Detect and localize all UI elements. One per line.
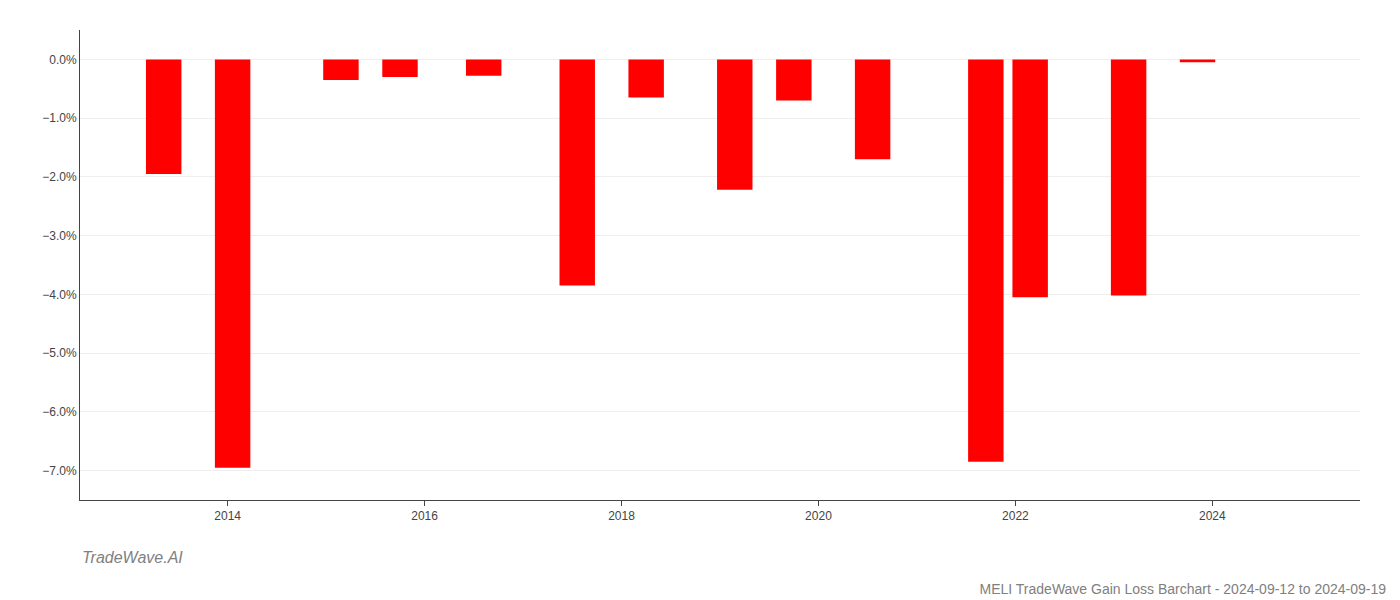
svg-text:2014: 2014 xyxy=(214,509,241,523)
svg-text:2020: 2020 xyxy=(805,509,832,523)
svg-text:−1.0%: −1.0% xyxy=(42,111,77,125)
svg-text:−6.0%: −6.0% xyxy=(42,405,77,419)
svg-text:−7.0%: −7.0% xyxy=(42,464,77,478)
svg-text:MELI TradeWave Gain Loss Barch: MELI TradeWave Gain Loss Barchart - 2024… xyxy=(980,581,1387,597)
svg-text:2022: 2022 xyxy=(1002,509,1029,523)
svg-text:2016: 2016 xyxy=(411,509,438,523)
svg-text:0.0%: 0.0% xyxy=(49,53,77,67)
svg-text:TradeWave.AI: TradeWave.AI xyxy=(82,549,183,566)
svg-text:2024: 2024 xyxy=(1199,509,1226,523)
svg-text:−4.0%: −4.0% xyxy=(42,288,77,302)
svg-text:2018: 2018 xyxy=(608,509,635,523)
svg-text:−3.0%: −3.0% xyxy=(42,229,77,243)
svg-text:−2.0%: −2.0% xyxy=(42,170,77,184)
svg-text:−5.0%: −5.0% xyxy=(42,346,77,360)
